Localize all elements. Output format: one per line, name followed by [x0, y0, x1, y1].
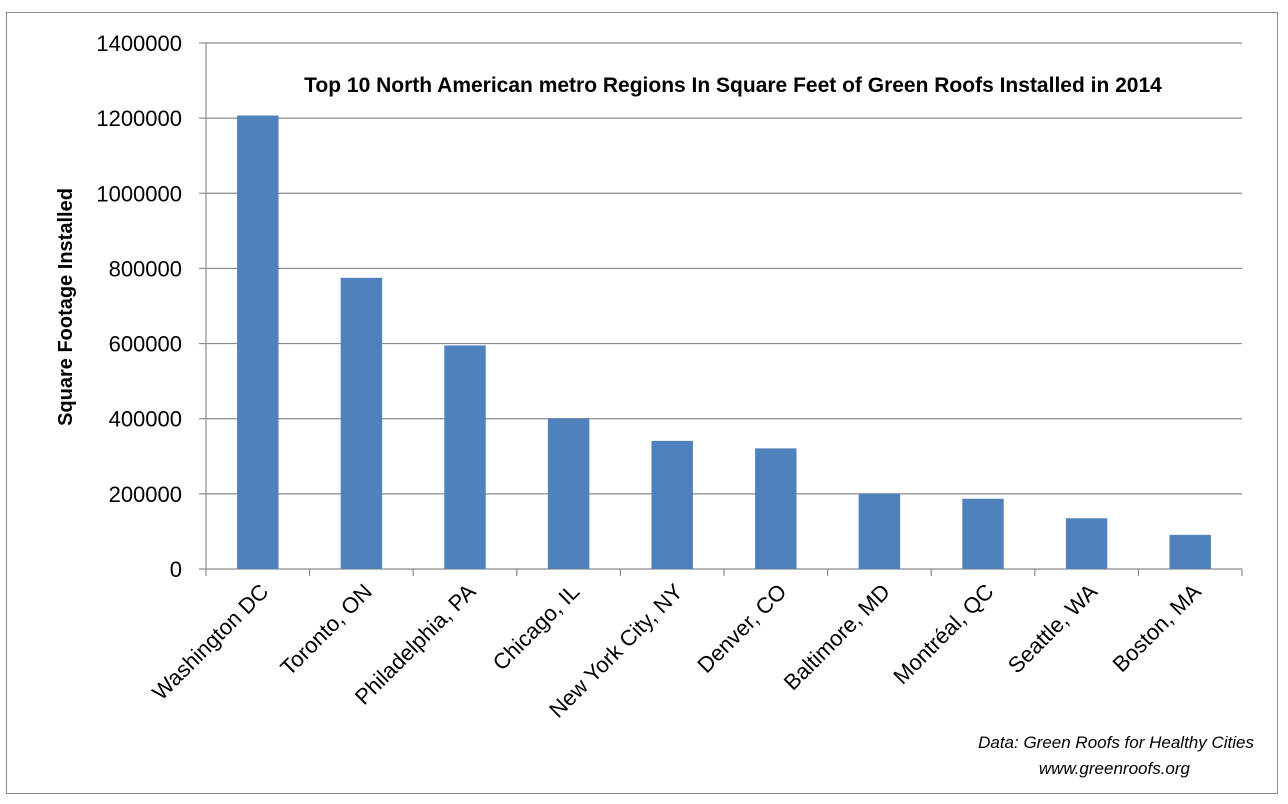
- x-tick-label: Montréal, QC: [888, 579, 998, 689]
- chart-frame: [6, 12, 1278, 794]
- bar: [340, 277, 383, 569]
- bar: [962, 498, 1004, 569]
- bar: [1169, 534, 1211, 569]
- y-tick-label: 0: [170, 557, 182, 582]
- y-tick-label: 800000: [109, 256, 182, 281]
- bar: [237, 115, 279, 570]
- x-tick-label: Washington DC: [147, 579, 273, 705]
- bar: [755, 448, 797, 569]
- x-tick-label: Denver, CO: [692, 579, 791, 678]
- y-tick-label: 400000: [109, 407, 182, 432]
- source-url: www.greenroofs.org: [1039, 759, 1191, 778]
- bar: [858, 493, 901, 569]
- y-tick-label: 1200000: [96, 106, 182, 131]
- x-tick-label: Boston, MA: [1108, 579, 1206, 677]
- bar: [444, 345, 486, 569]
- x-tick-label: Toronto, ON: [275, 579, 377, 681]
- y-tick-label: 200000: [109, 482, 182, 507]
- y-tick-label: 1000000: [96, 181, 182, 206]
- bars: [237, 115, 1211, 570]
- bar: [651, 440, 693, 569]
- x-tick-label: Seattle, WA: [1003, 579, 1102, 678]
- x-tick-label: Chicago, IL: [488, 579, 584, 675]
- y-tick-labels: 0 200000 400000 600000 800000 1000000 1200000 1…: [96, 31, 182, 582]
- y-tick-label: 600000: [109, 332, 182, 357]
- source-credit: Data: Green Roofs for Healthy Cities: [978, 733, 1254, 752]
- y-tick-label: 1400000: [96, 31, 182, 56]
- bar: [547, 418, 590, 569]
- bar: [1065, 518, 1108, 569]
- x-tick-label: Baltimore, MD: [779, 579, 895, 695]
- chart-title: Top 10 North American metro Regions In S…: [304, 74, 1162, 97]
- y-axis-label: Square Footage Installed: [55, 188, 77, 426]
